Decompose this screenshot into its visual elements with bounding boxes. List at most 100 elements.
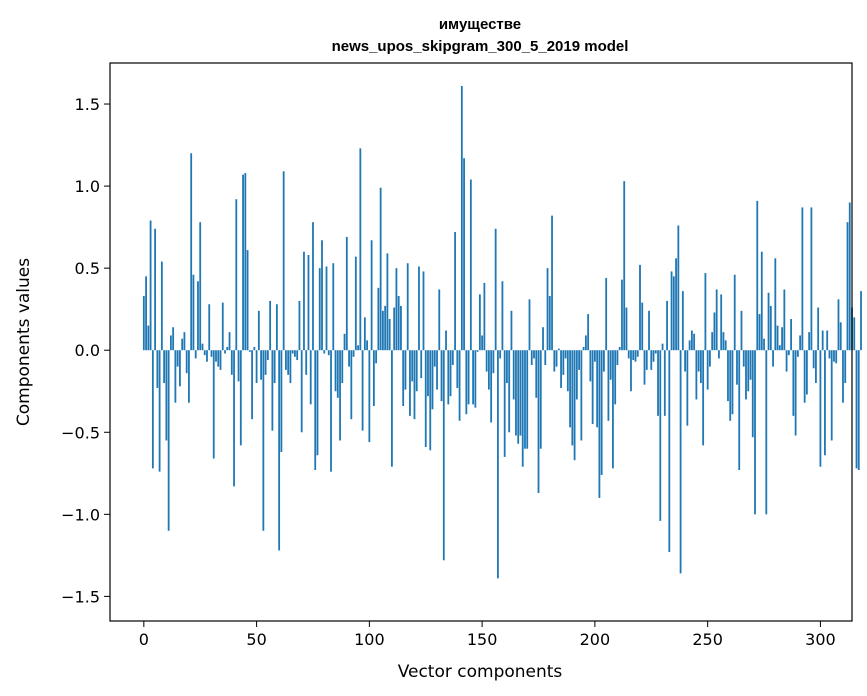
- bar: [603, 350, 605, 372]
- bar: [769, 305, 772, 351]
- bar: [681, 291, 684, 351]
- bar: [183, 332, 186, 351]
- bar: [763, 338, 765, 351]
- bar: [643, 350, 646, 385]
- bar: [857, 350, 860, 471]
- bar: [639, 264, 641, 351]
- bar: [185, 350, 188, 374]
- x-tick-label: 200: [580, 630, 611, 649]
- bar: [767, 292, 770, 351]
- bar: [819, 350, 822, 467]
- bar: [765, 350, 768, 515]
- bar: [215, 350, 217, 362]
- bar: [652, 350, 655, 362]
- bar: [801, 207, 804, 351]
- bar: [472, 350, 474, 405]
- bar: [318, 268, 321, 351]
- bar: [720, 294, 723, 351]
- bar: [255, 350, 258, 384]
- x-axis-ticks: 0 50 100 150 200 250 300: [139, 621, 836, 649]
- bar: [589, 350, 592, 382]
- bar: [510, 310, 513, 351]
- bar: [648, 310, 650, 351]
- bar: [264, 350, 267, 375]
- bar: [600, 350, 603, 475]
- bar: [188, 350, 190, 403]
- bar: [345, 236, 348, 351]
- bar: [145, 276, 147, 351]
- bar: [666, 300, 668, 351]
- bar: [312, 222, 314, 351]
- x-tick-label: 0: [139, 630, 149, 649]
- bar: [381, 310, 384, 351]
- bar: [742, 350, 745, 367]
- bar: [266, 350, 269, 361]
- bar: [192, 274, 195, 351]
- bar: [833, 350, 835, 362]
- bar: [542, 327, 544, 351]
- bar: [246, 250, 249, 351]
- bar: [201, 343, 204, 351]
- bar: [641, 302, 644, 351]
- bar: [427, 350, 429, 397]
- bar: [393, 307, 396, 351]
- bar: [210, 350, 213, 357]
- bar: [815, 350, 817, 384]
- bar: [341, 350, 344, 384]
- bar: [242, 174, 244, 351]
- y-tick-label: 0.0: [75, 341, 100, 360]
- bar: [402, 350, 405, 407]
- bar: [724, 340, 727, 351]
- bar: [627, 350, 630, 359]
- bar: [731, 350, 734, 415]
- bar: [400, 305, 402, 351]
- bar: [521, 350, 524, 467]
- bar: [623, 181, 626, 351]
- bar: [483, 282, 486, 351]
- bar: [158, 350, 161, 472]
- bar: [826, 330, 829, 351]
- bar: [197, 281, 199, 351]
- bar: [440, 350, 443, 402]
- bar: [760, 251, 763, 351]
- bar: [273, 350, 276, 384]
- bar: [411, 350, 414, 382]
- bar: [363, 317, 366, 351]
- bar: [397, 296, 400, 351]
- bar: [323, 350, 326, 354]
- bar: [469, 179, 472, 351]
- bar: [821, 330, 824, 351]
- bar: [677, 225, 680, 351]
- bar: [808, 332, 811, 351]
- bar: [206, 350, 208, 362]
- bar: [605, 277, 608, 351]
- bar: [442, 350, 445, 561]
- bar: [535, 350, 538, 398]
- bar: [733, 274, 736, 351]
- bar: [404, 350, 407, 390]
- bar: [580, 350, 583, 441]
- bar: [388, 319, 391, 351]
- bar: [413, 350, 416, 420]
- bar: [415, 350, 418, 392]
- bar: [546, 268, 549, 351]
- bar: [465, 350, 468, 415]
- bar: [303, 251, 305, 351]
- bar: [690, 330, 693, 351]
- bar: [805, 350, 808, 395]
- bar: [614, 350, 617, 405]
- bar: [835, 350, 838, 364]
- bar: [285, 350, 287, 370]
- bar: [275, 304, 278, 351]
- bar: [485, 350, 488, 372]
- bar: [828, 350, 831, 359]
- bar: [578, 350, 580, 370]
- chart-title: имуществе: [439, 16, 521, 33]
- bar: [530, 350, 533, 365]
- bar: [704, 273, 707, 351]
- bar: [792, 350, 795, 416]
- bar: [257, 310, 260, 351]
- bar: [754, 350, 756, 515]
- bar: [596, 350, 599, 428]
- bar: [379, 187, 382, 351]
